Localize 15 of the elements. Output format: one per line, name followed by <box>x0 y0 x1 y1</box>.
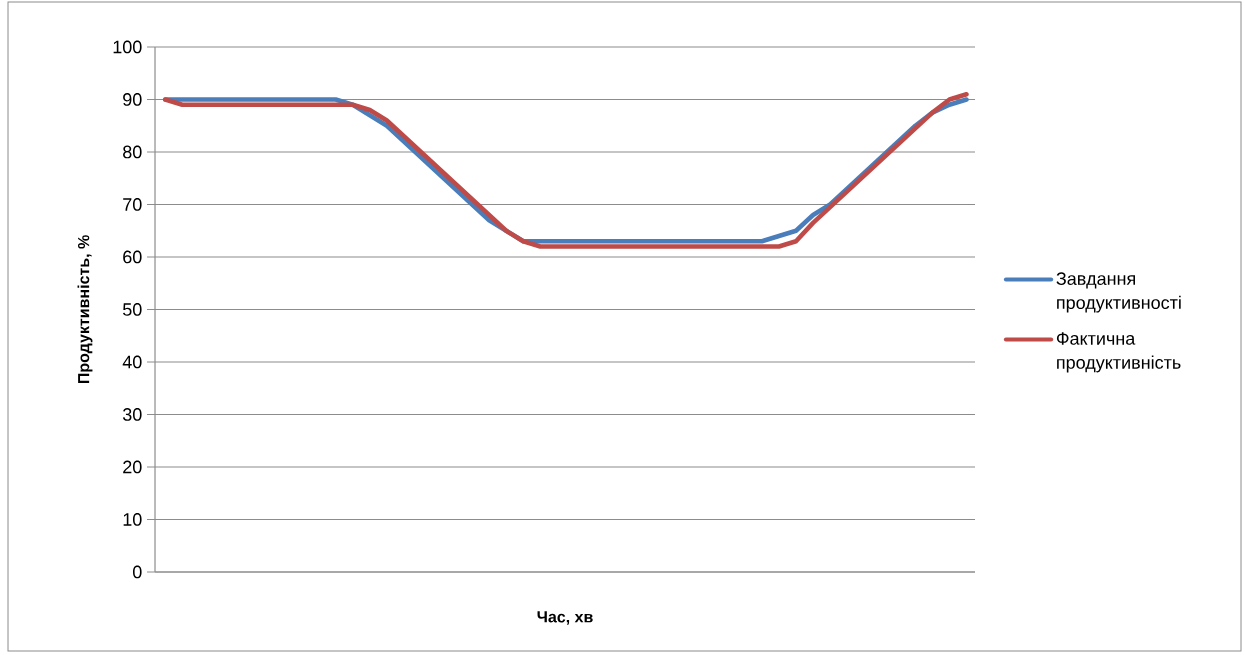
y-tick-label: 80 <box>123 145 142 159</box>
y-tick-label: 40 <box>122 355 142 369</box>
y-tick-label: 70 <box>123 198 142 211</box>
y-tick-label: 50 <box>122 303 142 316</box>
x-axis-title: Час, хв <box>537 611 593 625</box>
y-tick-label: 20 <box>123 460 142 474</box>
legend-label: Фактична продуктивність <box>1056 332 1181 373</box>
legend-label: Завдання продуктивності <box>1056 272 1181 313</box>
y-tick-label: 100 <box>113 40 142 54</box>
y-tick-label: 90 <box>123 93 142 106</box>
y-tick-label: 0 <box>133 565 142 579</box>
y-tick-label: 10 <box>123 513 142 526</box>
y-tick-label: 60 <box>123 250 142 264</box>
y-tick-label: 30 <box>122 408 142 421</box>
y-axis-title: Продуктивність, % <box>77 235 93 384</box>
